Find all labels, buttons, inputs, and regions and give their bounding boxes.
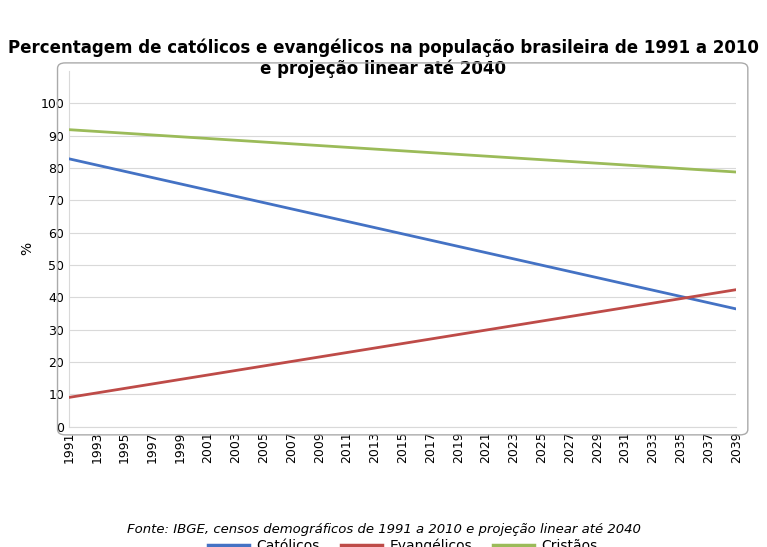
Legend: Católicos, Evangélicos, Cristãos: Católicos, Evangélicos, Cristãos xyxy=(202,533,603,547)
Text: Fonte: IBGE, censos demográficos de 1991 a 2010 e projeção linear até 2040: Fonte: IBGE, censos demográficos de 1991… xyxy=(127,523,640,536)
Text: Percentagem de católicos e evangélicos na população brasileira de 1991 a 2010
e : Percentagem de católicos e evangélicos n… xyxy=(8,38,759,78)
Y-axis label: %: % xyxy=(21,242,35,255)
